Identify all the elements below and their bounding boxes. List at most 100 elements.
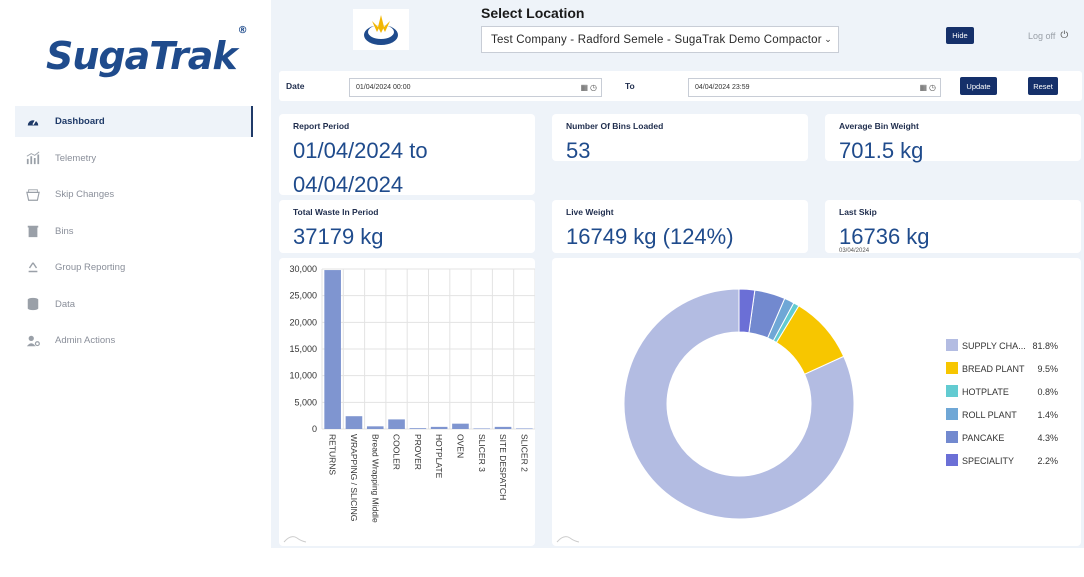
bar bbox=[409, 428, 427, 429]
bar-chart-panel: 30,000 25,000 20,000 15,000 10,000 5,000 0 RETU… bbox=[279, 258, 536, 546]
date-to-input[interactable]: 04/04/2024 23:59 ▦ ◷ bbox=[688, 78, 941, 97]
sidebar-item-bins[interactable]: Bins bbox=[15, 216, 253, 247]
sidebar-item-label: Dashboard bbox=[55, 116, 105, 127]
x-tick-label: SLICER 3 bbox=[477, 434, 487, 472]
power-icon: ⏻ bbox=[1060, 30, 1069, 41]
gauge-icon bbox=[25, 115, 41, 129]
logoff-link[interactable]: Log off ⏻ bbox=[1028, 30, 1068, 41]
report-period-to: 04/04/2024 bbox=[293, 172, 404, 197]
y-tick-label: 20,000 bbox=[289, 317, 317, 327]
legend-swatch bbox=[946, 385, 958, 397]
report-period-from: 01/04/2024 to bbox=[293, 138, 428, 163]
x-tick-label: PROVER bbox=[413, 434, 423, 470]
y-tick-label: 0 bbox=[312, 424, 317, 434]
x-tick-label: SLICER 2 bbox=[519, 434, 529, 472]
sidebar-item-label: Admin Actions bbox=[55, 335, 116, 346]
sidebar-item-label: Skip Changes bbox=[55, 189, 115, 200]
bar-chart-icon bbox=[25, 151, 41, 165]
y-tick-label: 10,000 bbox=[289, 371, 317, 381]
legend-label: BREAD PLANT bbox=[962, 364, 1025, 374]
resize-handle-icon bbox=[283, 536, 307, 543]
calendar-icon[interactable]: ▦ bbox=[580, 83, 589, 92]
logoff-label: Log off bbox=[1028, 30, 1056, 41]
date-to-value: 04/04/2024 23:59 bbox=[695, 84, 750, 91]
legend-percent: 81.8% bbox=[1032, 341, 1058, 351]
card-value: 16749 kg (124%) bbox=[566, 224, 734, 249]
brand-logo[interactable]: SugaTrak® bbox=[46, 25, 248, 78]
update-button[interactable]: Update bbox=[960, 77, 997, 95]
date-filter-bar: Date 01/04/2024 00:00 ▦ ◷ To 04/04/2024 2… bbox=[279, 71, 1082, 101]
x-tick-label: RETURNS bbox=[328, 434, 338, 475]
card-title: Report Period bbox=[293, 121, 350, 131]
sidebar-item-group-reporting[interactable]: Group Reporting bbox=[15, 252, 253, 283]
reset-button[interactable]: Reset bbox=[1028, 77, 1058, 95]
x-tick-label: COOLER bbox=[392, 434, 402, 470]
clock-icon[interactable]: ◷ bbox=[929, 83, 936, 92]
x-tick-label: HOTPLATE bbox=[434, 434, 444, 479]
date-from-value: 01/04/2024 00:00 bbox=[356, 84, 411, 91]
sidebar-item-label: Group Reporting bbox=[55, 262, 126, 273]
calendar-icon[interactable]: ▦ bbox=[919, 83, 928, 92]
sidebar-item-telemetry[interactable]: Telemetry bbox=[15, 143, 253, 174]
donut-chart-panel: SUPPLY CHA... 81.8% BREAD PLANT 9.5% HOTPLAT… bbox=[552, 258, 1081, 546]
live-weight-card: Live Weight 16749 kg (124%) bbox=[552, 200, 808, 253]
bar bbox=[452, 423, 469, 429]
card-value: 53 bbox=[566, 138, 591, 163]
card-title: Total Waste In Period bbox=[293, 207, 379, 217]
legend-percent: 9.5% bbox=[1037, 364, 1058, 374]
card-title: Average Bin Weight bbox=[839, 121, 919, 131]
company-logo bbox=[353, 9, 409, 50]
x-tick-label: OVEN bbox=[455, 434, 465, 458]
y-tick-label: 5,000 bbox=[294, 397, 317, 407]
company-logo-icon bbox=[364, 14, 398, 45]
date-label: Date bbox=[286, 81, 305, 91]
bar-chart: 30,000 25,000 20,000 15,000 10,000 5,000 0 RETU… bbox=[283, 264, 536, 543]
bar bbox=[324, 270, 341, 429]
legend-percent: 2.2% bbox=[1037, 456, 1058, 466]
location-select[interactable]: Test Company - Radford Semele - SugaTrak… bbox=[481, 26, 839, 53]
clock-icon[interactable]: ◷ bbox=[590, 83, 597, 92]
location-title: Select Location bbox=[481, 5, 585, 21]
card-title: Last Skip bbox=[839, 207, 877, 217]
date-to-icons: ▦ ◷ bbox=[919, 83, 936, 92]
legend-swatch bbox=[946, 408, 958, 420]
card-value: 37179 kg bbox=[293, 224, 384, 249]
sidebar-item-label: Telemetry bbox=[55, 152, 97, 164]
sidebar-item-dashboard[interactable]: Dashboard bbox=[15, 106, 253, 137]
database-icon bbox=[25, 297, 41, 311]
donut-slice bbox=[738, 288, 756, 334]
user-gear-icon bbox=[25, 334, 41, 348]
bar bbox=[473, 428, 491, 429]
legend-percent: 4.3% bbox=[1037, 433, 1058, 443]
bar bbox=[494, 426, 512, 429]
sidebar-item-data[interactable]: Data bbox=[15, 289, 253, 320]
sidebar: SugaTrak® Dashboard Telemetry Skip Chang… bbox=[0, 0, 271, 577]
legend-label: SPECIALITY bbox=[962, 456, 1014, 466]
x-tick-label: WRAPPING / SLICING bbox=[349, 434, 359, 521]
legend-label: SUPPLY CHA... bbox=[962, 341, 1026, 351]
location-select-value: Test Company - Radford Semele - SugaTrak… bbox=[491, 33, 822, 46]
legend-swatch bbox=[946, 454, 958, 466]
bar bbox=[345, 416, 363, 429]
x-tick-label: SITE DESPATCH bbox=[498, 434, 508, 500]
to-label: To bbox=[625, 81, 635, 91]
hide-button[interactable]: Hide bbox=[946, 27, 974, 44]
sidebar-item-admin-actions[interactable]: Admin Actions bbox=[15, 325, 253, 356]
card-title: Number Of Bins Loaded bbox=[566, 121, 664, 131]
card-title: Live Weight bbox=[566, 207, 614, 217]
legend-percent: 0.8% bbox=[1037, 387, 1058, 397]
bar bbox=[430, 426, 448, 429]
last-skip-date: 03/04/2024 bbox=[839, 248, 870, 254]
report-period-card: Report Period 01/04/2024 to 04/04/2024 bbox=[279, 114, 535, 197]
y-tick-label: 30,000 bbox=[289, 264, 317, 274]
sidebar-item-label: Bins bbox=[55, 225, 74, 237]
y-tick-label: 25,000 bbox=[289, 291, 317, 301]
card-value: 701.5 kg bbox=[839, 138, 924, 163]
date-from-icons: ▦ ◷ bbox=[580, 83, 597, 92]
date-from-input[interactable]: 01/04/2024 00:00 ▦ ◷ bbox=[349, 78, 602, 97]
legend-label: ROLL PLANT bbox=[962, 410, 1017, 420]
x-tick-label: Bread Wrapping Middle bbox=[370, 434, 380, 523]
bins-loaded-card: Number Of Bins Loaded 53 bbox=[552, 114, 808, 163]
bar bbox=[366, 426, 384, 429]
sidebar-item-skip-changes[interactable]: Skip Changes bbox=[15, 179, 253, 210]
